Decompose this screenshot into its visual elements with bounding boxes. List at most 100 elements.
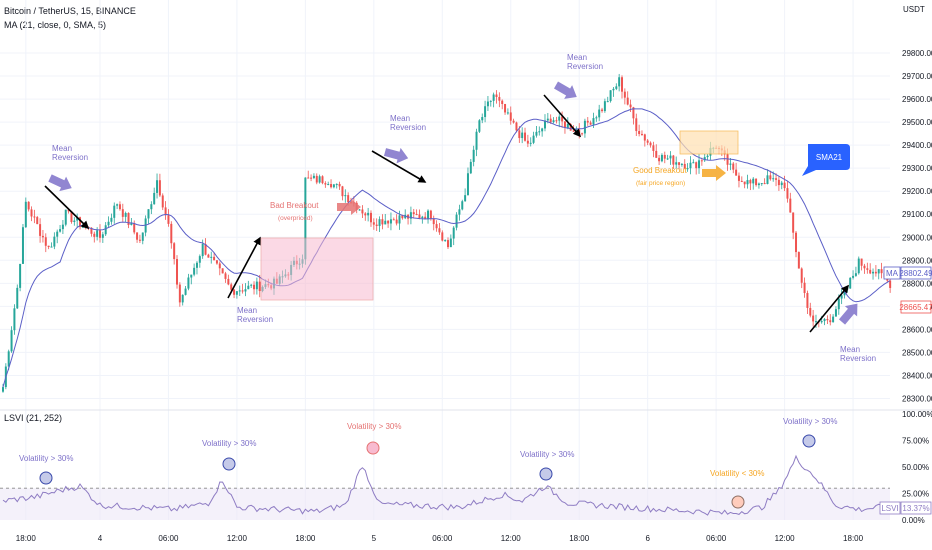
- candle-body: [224, 273, 227, 279]
- annotation-line: Volatility > 30%: [520, 450, 574, 459]
- volatility-marker: [731, 495, 745, 509]
- overpriced-label: (overpriced): [278, 215, 313, 222]
- trend-arrow: [227, 236, 261, 299]
- candle-body: [347, 195, 350, 203]
- lsvi-pane: [0, 454, 891, 520]
- price-badge-box: [900, 300, 932, 314]
- annotation-line: Mean: [237, 306, 257, 315]
- candle-body: [472, 149, 475, 162]
- candle-body: [800, 268, 803, 283]
- candle-body: [113, 205, 116, 218]
- x-tick-label: 18:00: [843, 534, 864, 543]
- candle-body: [726, 154, 729, 165]
- candle-body: [415, 214, 418, 216]
- candle-body: [772, 178, 775, 180]
- candle-body: [110, 217, 113, 222]
- candle-body: [364, 213, 367, 216]
- ma-tag-box: [883, 266, 901, 280]
- candle-body: [190, 274, 193, 278]
- candle-body: [484, 106, 487, 118]
- mean-reversion-label: Mean Reversion: [237, 306, 273, 324]
- candle-body: [501, 100, 504, 105]
- candle-body: [21, 227, 24, 264]
- candle-body: [96, 230, 99, 237]
- annotation-line: Volatility > 30%: [19, 454, 73, 463]
- candle-body: [401, 215, 404, 219]
- candle-body: [700, 160, 703, 162]
- trend-arrow: [44, 185, 90, 230]
- candle-body: [458, 209, 461, 215]
- ma-value-badge-box: [900, 266, 932, 280]
- bad-breakout-arrow: [337, 199, 361, 215]
- candle-body: [866, 268, 869, 270]
- volatility-label: Volatility > 30%: [347, 422, 401, 431]
- candle-body: [150, 204, 153, 210]
- candle-body: [156, 180, 159, 193]
- candle-body: [792, 212, 795, 233]
- candle-body: [655, 150, 658, 158]
- candle-body: [124, 212, 127, 217]
- lsvi-line: [2, 454, 891, 516]
- candle-body: [666, 158, 669, 160]
- candle-body: [555, 120, 558, 122]
- mean-reversion-arrow: [383, 147, 409, 164]
- candle-body: [837, 298, 840, 310]
- annotation-line: Volatility > 30%: [347, 422, 401, 431]
- good-breakout-arrow: [702, 165, 726, 181]
- annotation-line: Mean: [840, 345, 860, 354]
- candle-body: [606, 101, 609, 103]
- candle-body: [204, 243, 207, 255]
- annotation-line: (overpriced): [278, 215, 313, 222]
- candle-body: [481, 117, 484, 121]
- currency-label: USDT: [903, 5, 925, 14]
- candle-body: [586, 120, 589, 123]
- candle-body: [675, 162, 678, 165]
- volatility-label: Volatility < 30%: [710, 469, 764, 478]
- candle-body: [572, 130, 575, 132]
- price-badge: 28665.47: [899, 303, 932, 312]
- volatility-label: Volatility > 30%: [783, 417, 837, 426]
- lsvi-tag: LSVI: [881, 504, 898, 513]
- candle-body: [598, 109, 601, 118]
- candle-body: [173, 243, 176, 260]
- candle-body: [797, 252, 800, 269]
- candle-body: [780, 182, 783, 186]
- candle-body: [643, 134, 646, 141]
- candle-body: [381, 219, 384, 225]
- candle-body: [16, 287, 19, 309]
- candle-body: [729, 163, 732, 165]
- candle-body: [626, 97, 629, 105]
- candle-body: [698, 160, 701, 169]
- candle-body: [195, 262, 198, 268]
- candle-body: [24, 201, 27, 228]
- candle-body: [752, 178, 755, 184]
- lsvi-y-tick-label: 0.00%: [902, 516, 925, 525]
- candle-body: [869, 269, 872, 274]
- annotation-line: Volatility > 30%: [783, 417, 837, 426]
- candle-body: [412, 212, 415, 215]
- candle-body: [127, 212, 130, 226]
- candle-body: [310, 177, 313, 179]
- candle-body: [244, 289, 247, 292]
- x-tick-label: 06:00: [432, 534, 453, 543]
- candle-body: [429, 210, 432, 219]
- candle-body: [372, 222, 375, 225]
- candle-body: [73, 220, 76, 223]
- candle-body: [178, 284, 181, 303]
- candle-body: [76, 217, 79, 221]
- volatility-label: Volatility > 30%: [202, 439, 256, 448]
- candle-body: [769, 175, 772, 180]
- candle-body: [652, 145, 655, 151]
- mean-reversion-label: Mean Reversion: [52, 144, 88, 162]
- candle-body: [461, 201, 464, 210]
- candle-body: [592, 118, 595, 125]
- candle-body: [812, 315, 815, 322]
- candle-body: [603, 101, 606, 112]
- candle-body: [241, 290, 244, 292]
- x-tick-label: 12:00: [227, 534, 248, 543]
- candle-body: [880, 269, 883, 274]
- candle-body: [198, 256, 201, 263]
- candle-body: [7, 351, 10, 367]
